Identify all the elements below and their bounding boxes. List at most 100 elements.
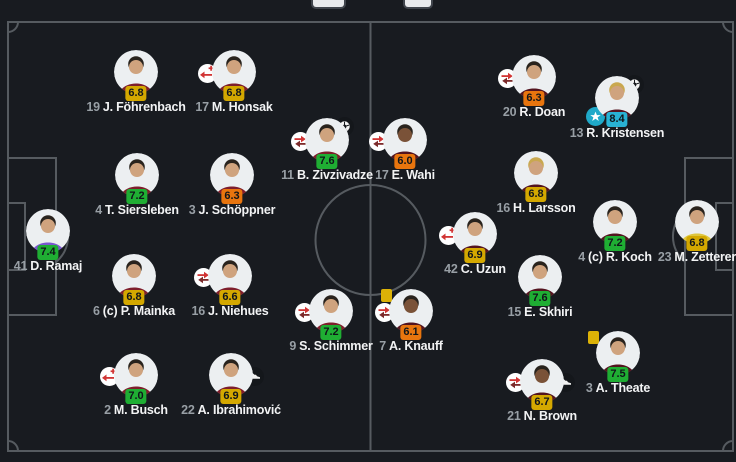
player-node[interactable]: 6.3 20 R. Doan	[474, 55, 594, 127]
player-name-label: 17 E. Wahi	[345, 168, 465, 182]
player-node[interactable]: 7.6 15 E. Skhiri	[480, 255, 600, 327]
player-name-label: 3 A. Theate	[558, 381, 678, 395]
player-shirt-number: 6	[93, 304, 100, 318]
player-rating-badge: 6.3	[523, 91, 545, 106]
player-rating-badge: 7.6	[529, 291, 551, 306]
player-name-text: J. Schöppner	[198, 203, 276, 217]
player-name-label: 41 D. Ramaj	[0, 259, 108, 273]
player-rating-badge: 8.4	[606, 112, 628, 127]
player-name-text: (c) P. Mainka	[102, 304, 175, 318]
player-name-text: T. Siersleben	[104, 203, 179, 217]
player-name-text: R. Kristensen	[586, 126, 665, 140]
player-rating-badge: 7.2	[604, 236, 626, 251]
top-button-right[interactable]	[403, 0, 433, 9]
player-name-text: M. Honsak	[211, 100, 273, 114]
player-shirt-number: 19	[86, 100, 100, 114]
player-rating-badge: 6.8	[686, 236, 708, 251]
player-shirt-number: 16	[496, 201, 510, 215]
player-shirt-number: 23	[657, 250, 672, 264]
player-rating-badge: 7.2	[126, 189, 148, 204]
player-name-text: C. Uzun	[460, 262, 506, 276]
player-rating-badge: 7.4	[37, 245, 59, 260]
player-node[interactable]: 7.5 3 A. Theate	[558, 331, 678, 403]
player-node[interactable]: 6.8 19 J. Föhrenbach	[76, 50, 196, 122]
yellow-card-icon	[381, 289, 392, 302]
player-node[interactable]: 6.6 16 J. Niehues	[170, 254, 290, 326]
yellow-card-icon	[588, 331, 599, 344]
player-rating-badge: 6.7	[531, 395, 553, 410]
player-node[interactable]: 6.8 16 H. Larsson	[476, 151, 596, 223]
player-rating-badge: 6.8	[223, 86, 245, 101]
player-name-text: J. Föhrenbach	[102, 100, 186, 114]
player-shirt-number: 21	[507, 409, 521, 423]
player-shirt-number: 2	[104, 403, 111, 417]
player-shirt-number: 41	[13, 259, 28, 273]
player-node[interactable]: 8.4 13 R. Kristensen	[557, 75, 677, 148]
player-shirt-number: 17	[375, 168, 389, 182]
player-shirt-number: 11	[281, 168, 294, 182]
player-name-label: 17 M. Honsak	[174, 100, 294, 114]
player-shirt-number: 3	[585, 381, 593, 395]
player-node[interactable]: 6.8 23 M. Zetterer	[637, 200, 736, 272]
player-shirt-number: 9	[289, 339, 297, 353]
player-name-text: R. Doan	[519, 105, 566, 119]
player-node[interactable]: 6.8 17 M. Honsak	[174, 50, 294, 122]
player-shirt-number: 7	[379, 339, 386, 353]
player-name-label: 20 R. Doan	[474, 105, 594, 119]
player-name-text: A. Ibrahimović	[197, 403, 282, 417]
player-rating-badge: 7.5	[607, 367, 629, 382]
player-name-label: 22 A. Ibrahimović	[171, 403, 291, 417]
top-button-left[interactable]	[311, 0, 346, 9]
player-name-label: 11 B. Zivzivadze	[267, 168, 387, 182]
player-name-label: 7 A. Knauff	[351, 339, 471, 353]
player-node[interactable]: 6.9 22 A. Ibrahimović	[171, 353, 291, 425]
player-rating-badge: 6.8	[525, 187, 547, 202]
player-node[interactable]: 6.0 17 E. Wahi	[345, 118, 465, 190]
player-name-text: E. Wahi	[391, 168, 435, 182]
player-node[interactable]: 6.3 3 J. Schöppner	[172, 153, 292, 225]
player-node[interactable]: 6.7 21 N. Brown	[482, 359, 602, 431]
player-node[interactable]: 7.0 2 M. Busch	[76, 353, 196, 425]
player-rating-badge: 7.0	[125, 389, 147, 404]
player-rating-badge: 6.8	[123, 290, 145, 305]
player-name-label: 15 E. Skhiri	[480, 305, 600, 319]
player-name-label: 4 T. Siersleben	[77, 203, 197, 217]
player-node[interactable]: 7.2 9 S. Schimmer	[271, 289, 391, 361]
player-name-text: D. Ramaj	[30, 259, 83, 273]
player-name-text: S. Schimmer	[299, 339, 373, 353]
player-node[interactable]: 6.1 7 A. Knauff	[351, 289, 471, 361]
player-name-label: 13 R. Kristensen	[557, 126, 677, 140]
player-name-text: M. Busch	[113, 403, 168, 417]
player-shirt-number: 42	[444, 262, 458, 276]
player-name-text: E. Skhiri	[524, 305, 573, 319]
player-node[interactable]: 7.4 41 D. Ramaj	[0, 209, 108, 281]
player-node[interactable]: 7.6 11 B. Zivzivadze	[267, 117, 387, 190]
player-shirt-number: 17	[195, 100, 209, 114]
player-node[interactable]: 7.2 4 T. Siersleben	[77, 153, 197, 225]
player-name-text: N. Brown	[523, 409, 577, 423]
player-node[interactable]: 6.8 6 (c) P. Mainka	[74, 254, 194, 326]
player-name-text: A. Knauff	[389, 339, 443, 353]
player-rating-badge: 6.3	[221, 189, 243, 204]
player-name-label: 19 J. Föhrenbach	[76, 100, 196, 114]
player-name-label: 6 (c) P. Mainka	[74, 304, 194, 318]
player-name-label: 9 S. Schimmer	[271, 339, 391, 353]
player-rating-badge: 7.6	[316, 154, 338, 169]
player-name-label: 2 M. Busch	[76, 403, 196, 417]
player-name-text: A. Theate	[595, 381, 651, 395]
player-name-text: (c) R. Koch	[587, 250, 652, 264]
player-rating-badge: 6.6	[219, 290, 241, 305]
player-node[interactable]: 7.2 4 (c) R. Koch	[555, 200, 675, 272]
player-shirt-number: 13	[569, 126, 584, 140]
player-name-text: B. Zivzivadze	[296, 168, 373, 182]
player-rating-badge: 7.2	[320, 325, 342, 340]
player-node[interactable]: 6.9 42 C. Uzun	[415, 212, 535, 284]
player-shirt-number: 20	[502, 105, 517, 119]
player-name-text: M. Zetterer	[674, 250, 736, 264]
player-shirt-number: 4	[578, 250, 585, 264]
player-name-label: 42 C. Uzun	[415, 262, 535, 276]
player-rating-badge: 6.0	[394, 154, 416, 169]
player-name-label: 21 N. Brown	[482, 409, 602, 423]
player-shirt-number: 3	[188, 203, 196, 217]
player-name-label: 3 J. Schöppner	[172, 203, 292, 217]
